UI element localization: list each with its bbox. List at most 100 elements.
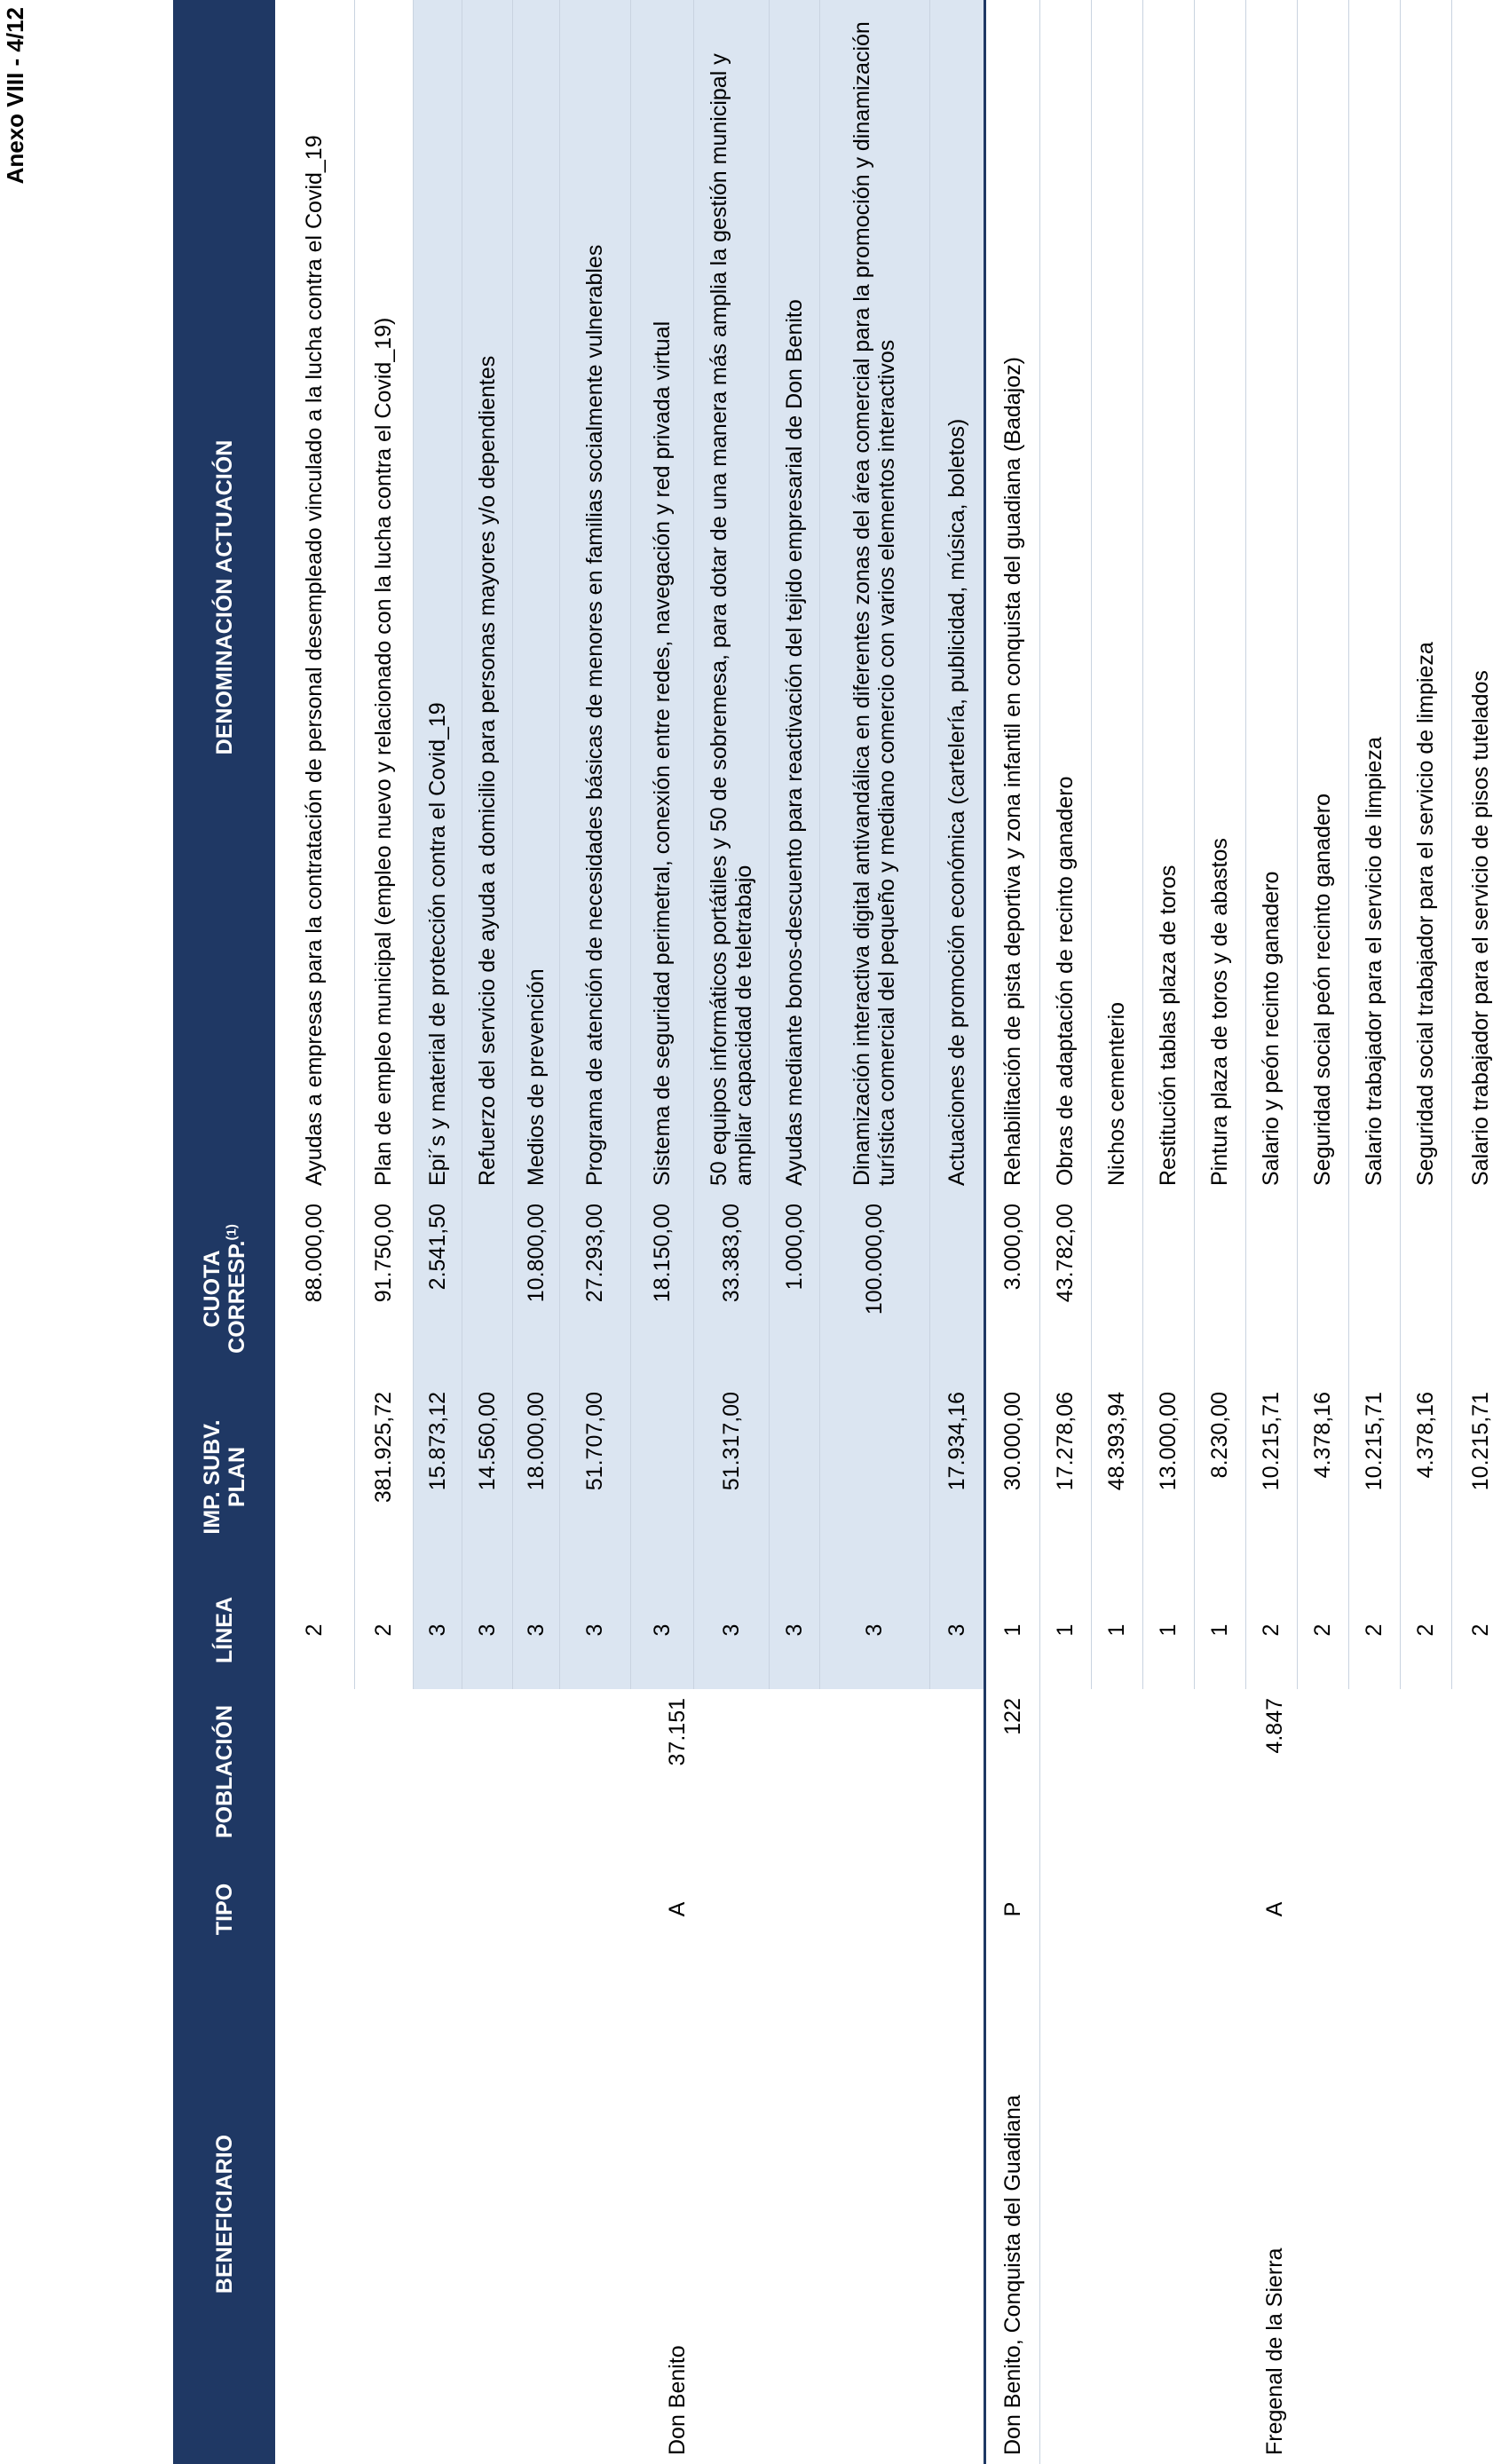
line-cell: 2 xyxy=(1245,1571,1297,1689)
type-cell: A xyxy=(275,1854,984,1964)
amount-cell: 30.000,00 xyxy=(984,1383,1039,1571)
line-cell: 3 xyxy=(462,1571,512,1689)
action-cell: Salario trabajador para el servicio de l… xyxy=(1348,0,1400,1195)
column-label: CUOTA CORRESP. xyxy=(199,1240,249,1354)
amount-cell: 13.000,00 xyxy=(1142,1383,1194,1571)
beneficiary-cell: Fregenal de la Sierra xyxy=(1039,1964,1509,2464)
amount-cell: 48.393,94 xyxy=(1091,1383,1142,1571)
quota-cell: 3.000,00 xyxy=(984,1195,1039,1383)
line-cell: 3 xyxy=(769,1571,819,1689)
quota-cell: 27.293,00 xyxy=(559,1195,630,1383)
action-cell: Seguridad social trabajador para el serv… xyxy=(1400,0,1451,1195)
table-row: Don Benito, Conquista del Guadiana P 122 1 3… xyxy=(984,0,1039,2464)
line-cell: 1 xyxy=(1142,1571,1194,1689)
action-cell: Salario y peón recinto ganadero xyxy=(1245,0,1297,1195)
amount-cell xyxy=(630,1383,693,1571)
column-label: POBLACIÓN xyxy=(211,1705,237,1838)
action-cell: Obras de adaptación de recinto ganadero xyxy=(1039,0,1091,1195)
line-cell: 3 xyxy=(559,1571,630,1689)
amount-cell: 10.215,71 xyxy=(1245,1383,1297,1571)
line-cell: 2 xyxy=(1400,1571,1451,1689)
line-cell: 2 xyxy=(1348,1571,1400,1689)
quota-cell xyxy=(462,1195,512,1383)
quota-cell: 1.000,00 xyxy=(769,1195,819,1383)
amount-cell xyxy=(769,1383,819,1571)
column-header: LÍNEA xyxy=(173,1571,275,1689)
action-cell: 50 equipos informáticos portátiles y 50 … xyxy=(693,0,769,1195)
action-cell: Ayudas a empresas para la contratación d… xyxy=(275,0,354,1195)
line-cell: 3 xyxy=(929,1571,984,1689)
table-body: Don Benito A 37.151 2 88.000,00 Ayudas a empr… xyxy=(275,0,1509,2464)
column-header: CUOTA CORRESP.(1) xyxy=(173,1195,275,1383)
column-header: TIPO xyxy=(173,1854,275,1964)
line-cell: 2 xyxy=(1297,1571,1348,1689)
quota-cell xyxy=(1194,1195,1245,1383)
column-header: BENEFICIARIO xyxy=(173,1964,275,2464)
action-cell: Nichos cementerio xyxy=(1091,0,1142,1195)
quota-cell xyxy=(1245,1195,1297,1383)
column-header: POBLACIÓN xyxy=(173,1689,275,1854)
line-cell: 2 xyxy=(275,1571,354,1689)
column-label: BENEFICIARIO xyxy=(211,2134,237,2294)
action-cell: Programa de atención de necesidades bási… xyxy=(559,0,630,1195)
line-cell: 2 xyxy=(354,1571,413,1689)
line-cell: 1 xyxy=(1194,1571,1245,1689)
amount-cell: 4.378,16 xyxy=(1400,1383,1451,1571)
action-cell: Restitución tablas plaza de toros xyxy=(1142,0,1194,1195)
line-cell: 1 xyxy=(984,1571,1039,1689)
amount-cell: 14.560,00 xyxy=(462,1383,512,1571)
column-note: (1) xyxy=(224,1224,240,1241)
annex-label: Anexo VIII - 4/12 xyxy=(2,7,28,185)
population-cell: 37.151 xyxy=(275,1689,984,1854)
amount-cell: 4.378,16 xyxy=(1297,1383,1348,1571)
column-label: DENOMINACIÓN ACTUACIÓN xyxy=(211,439,237,755)
population-cell: 122 xyxy=(984,1689,1039,1854)
action-cell: Rehabilitación de pista deportiva y zona… xyxy=(984,0,1039,1195)
type-cell: A xyxy=(1039,1854,1509,1964)
quota-cell: 88.000,00 xyxy=(275,1195,354,1383)
amount-cell: 8.230,00 xyxy=(1194,1383,1245,1571)
quota-cell: 10.800,00 xyxy=(512,1195,559,1383)
quota-cell xyxy=(1400,1195,1451,1383)
line-cell: 1 xyxy=(1091,1571,1142,1689)
action-cell: Epi´s y material de protección contra el… xyxy=(413,0,462,1195)
amount-cell: 17.934,16 xyxy=(929,1383,984,1571)
amount-cell: 51.707,00 xyxy=(559,1383,630,1571)
amount-cell: 10.215,71 xyxy=(1451,1383,1509,1571)
line-cell: 2 xyxy=(1451,1571,1509,1689)
action-cell: Dinamización interactiva digital antivan… xyxy=(819,0,929,1195)
quota-cell: 100.000,00 xyxy=(819,1195,929,1383)
quota-cell: 43.782,00 xyxy=(1039,1195,1091,1383)
amount-cell: 15.873,12 xyxy=(413,1383,462,1571)
action-cell: Actuaciones de promoción económica (cart… xyxy=(929,0,984,1195)
quota-cell xyxy=(929,1195,984,1383)
quota-cell: 18.150,00 xyxy=(630,1195,693,1383)
amount-cell: 17.278,06 xyxy=(1039,1383,1091,1571)
action-cell: Salario trabajador para el servicio de p… xyxy=(1451,0,1509,1195)
table-row: Fregenal de la Sierra A 4.847 1 17.278,06 43.… xyxy=(1039,0,1509,2464)
quota-cell xyxy=(1451,1195,1509,1383)
beneficiary-cell: Don Benito, Conquista del Guadiana xyxy=(984,1964,1039,2464)
line-cell: 3 xyxy=(413,1571,462,1689)
line-cell: 1 xyxy=(1039,1571,1091,1689)
amount-cell: 381.925,72 xyxy=(354,1383,413,1571)
line-cell: 3 xyxy=(693,1571,769,1689)
action-cell: Pintura plaza de toros y de abastos xyxy=(1194,0,1245,1195)
beneficiary-cell: Don Benito xyxy=(275,1964,984,2464)
quota-cell: 2.541,50 xyxy=(413,1195,462,1383)
amount-cell: 10.215,71 xyxy=(1348,1383,1400,1571)
amount-cell xyxy=(819,1383,929,1571)
column-header: IMP. SUBV. PLAN xyxy=(173,1383,275,1571)
action-cell: Sistema de seguridad perimetral, conexió… xyxy=(630,0,693,1195)
column-label: TIPO xyxy=(211,1883,237,1936)
table: BENEFICIARIO TIPO POBLACIÓN LÍNEA IMP. SUBV.… xyxy=(173,0,1509,2464)
action-cell: Seguridad social peón recinto ganadero xyxy=(1297,0,1348,1195)
line-cell: 3 xyxy=(512,1571,559,1689)
column-label: IMP. SUBV. PLAN xyxy=(199,1419,249,1535)
quota-cell: 33.383,00 xyxy=(693,1195,769,1383)
quota-cell xyxy=(1297,1195,1348,1383)
type-cell: P xyxy=(984,1854,1039,1964)
population-cell: 4.847 xyxy=(1039,1689,1509,1854)
